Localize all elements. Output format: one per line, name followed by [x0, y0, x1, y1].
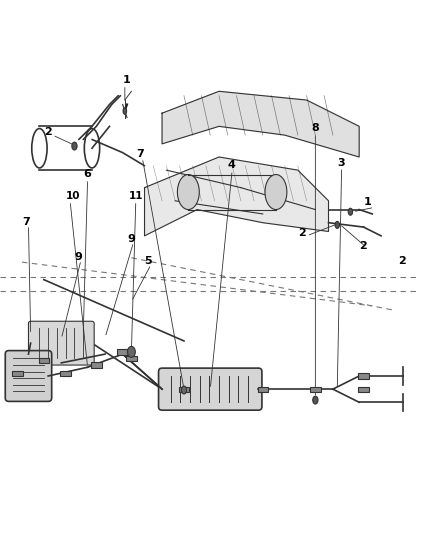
FancyBboxPatch shape [5, 351, 52, 401]
Ellipse shape [313, 396, 318, 404]
FancyBboxPatch shape [28, 321, 94, 365]
Ellipse shape [265, 174, 287, 209]
Bar [310, 386, 321, 392]
Text: 2: 2 [399, 256, 406, 266]
Bar [358, 386, 369, 392]
Ellipse shape [127, 346, 135, 358]
Ellipse shape [72, 142, 77, 150]
Text: 10: 10 [66, 191, 80, 200]
Text: 1: 1 [364, 197, 371, 207]
Text: 5: 5 [145, 256, 152, 266]
Polygon shape [162, 91, 359, 157]
Ellipse shape [181, 386, 187, 394]
Bar [91, 362, 102, 368]
Text: 2: 2 [298, 228, 306, 238]
Text: 9: 9 [74, 252, 82, 262]
Bar [60, 371, 71, 376]
Text: 11: 11 [129, 191, 144, 200]
Text: 2: 2 [359, 241, 367, 251]
Bar [126, 356, 137, 361]
Ellipse shape [348, 208, 353, 215]
Bar [117, 349, 128, 354]
Polygon shape [145, 157, 328, 236]
Text: 7: 7 [136, 149, 144, 159]
Text: 8: 8 [311, 123, 319, 133]
Bar [12, 371, 23, 376]
Text: 9: 9 [127, 235, 135, 245]
Bar [258, 386, 268, 392]
Text: 6: 6 [83, 169, 91, 179]
Bar [39, 358, 49, 364]
Text: 1: 1 [123, 75, 131, 85]
Ellipse shape [177, 174, 199, 209]
Bar [179, 386, 189, 392]
Text: 3: 3 [337, 158, 345, 168]
Ellipse shape [335, 221, 339, 229]
Text: 4: 4 [228, 160, 236, 170]
Text: 7: 7 [22, 217, 30, 227]
Text: 2: 2 [44, 127, 52, 137]
FancyBboxPatch shape [159, 368, 262, 410]
Ellipse shape [123, 108, 127, 114]
Bar [358, 374, 369, 378]
